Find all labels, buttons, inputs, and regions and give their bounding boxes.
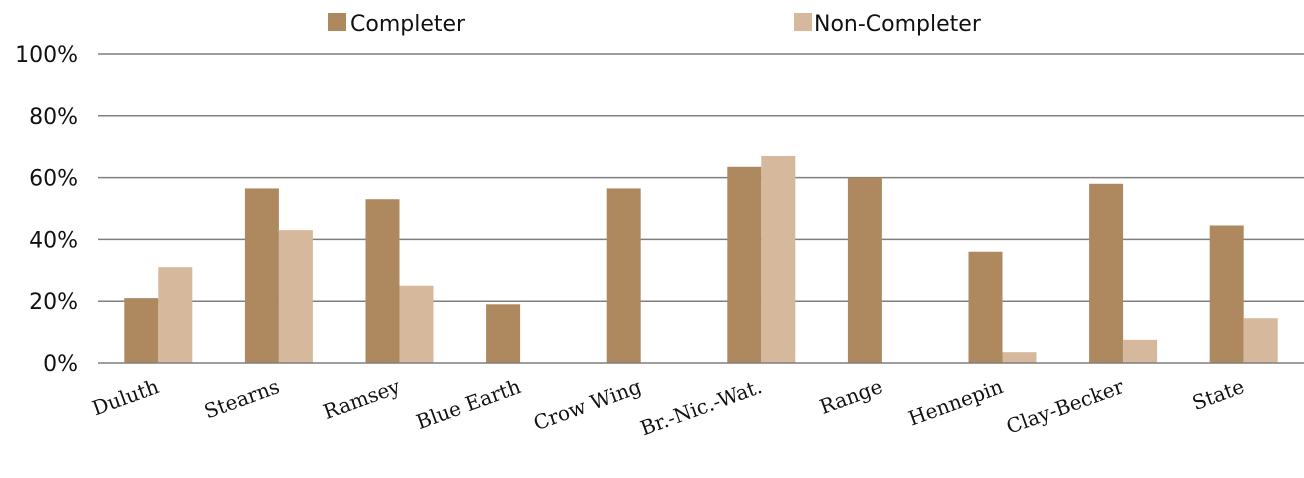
y-tick-label: 60% bbox=[29, 167, 78, 192]
category-label: Hennepin bbox=[905, 374, 1006, 430]
y-tick-label: 80% bbox=[29, 105, 78, 130]
legend-swatch-completer bbox=[328, 13, 346, 31]
y-tick-label: 40% bbox=[29, 228, 78, 253]
category-label: Stearns bbox=[201, 374, 283, 423]
bar-completer bbox=[968, 251, 1003, 363]
bar-non-completer bbox=[278, 230, 313, 363]
legend-label-non-completer: Non-Completer bbox=[814, 12, 982, 37]
category-label: Clay-Becker bbox=[1003, 374, 1127, 439]
bar-completer bbox=[244, 188, 279, 363]
legend-label-completer: Completer bbox=[350, 12, 466, 37]
bar-completer bbox=[365, 199, 400, 363]
legend: Completer Non-Completer bbox=[328, 12, 982, 37]
category-labels: Duluth Stearns Ramsey Blue Earth Crow WingBr… bbox=[89, 374, 1248, 440]
category-label: Duluth bbox=[89, 374, 162, 420]
bars bbox=[124, 155, 1278, 363]
category-label: Blue Earth bbox=[413, 374, 524, 434]
bar-completer bbox=[727, 166, 762, 363]
y-axis-tick-labels: 0% 20% 40% 60% 80% 100% bbox=[15, 43, 78, 377]
legend-swatch-non-completer bbox=[794, 13, 812, 31]
bar-completer bbox=[486, 304, 521, 363]
bar-completer bbox=[124, 298, 159, 363]
category-label: Crow Wing bbox=[530, 374, 644, 435]
category-label: Range bbox=[816, 374, 885, 419]
bar-non-completer bbox=[1243, 318, 1278, 363]
y-tick-label: 100% bbox=[15, 43, 78, 68]
bar-non-completer bbox=[158, 267, 193, 363]
bar-completer bbox=[847, 177, 882, 363]
category-label: Br.-Nic.-Wat. bbox=[637, 374, 765, 440]
bar-completer bbox=[606, 188, 641, 363]
bar-completer bbox=[1089, 183, 1124, 363]
y-tick-label: 0% bbox=[43, 352, 78, 377]
bar-non-completer bbox=[761, 155, 796, 363]
bar-non-completer bbox=[399, 285, 434, 363]
bar-completer bbox=[1209, 225, 1244, 363]
y-tick-label: 20% bbox=[29, 290, 78, 315]
bar-non-completer bbox=[1123, 339, 1158, 363]
category-label: Ramsey bbox=[320, 374, 404, 424]
category-label: State bbox=[1189, 374, 1248, 415]
bar-non-completer bbox=[1002, 352, 1037, 363]
